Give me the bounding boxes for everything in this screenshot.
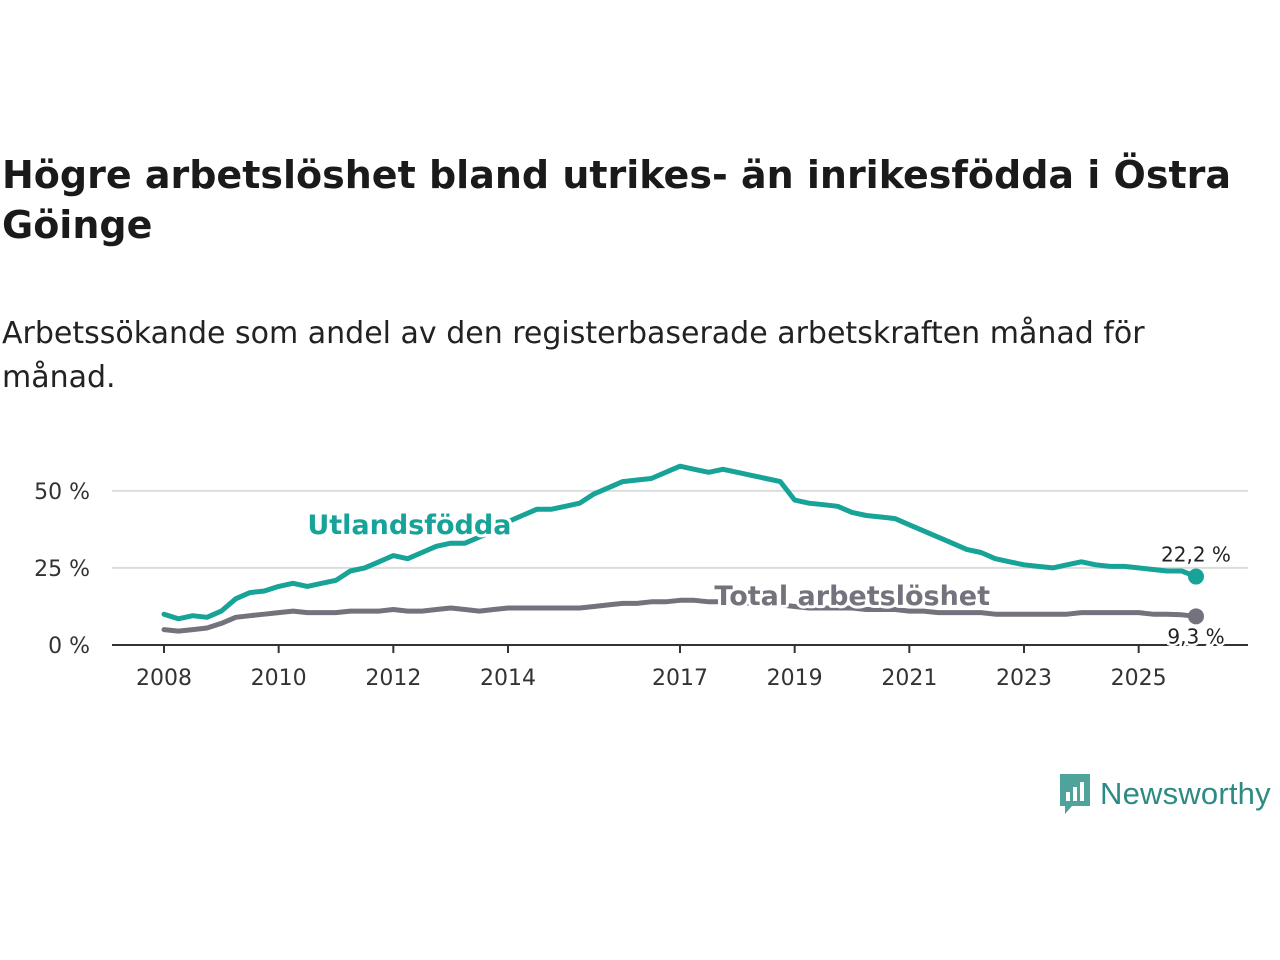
series-label: Total arbetslöshet	[714, 581, 990, 612]
x-tick-label: 2010	[251, 666, 307, 691]
series	[161, 463, 1204, 634]
chart-subtitle: Arbetssökande som andel av den registerb…	[2, 316, 1145, 395]
axes: 0 % 25 % 50 % 2008 2010 2012 2014 2017 2019 2021 2…	[34, 480, 1248, 691]
y-tick-label: 25 %	[34, 557, 90, 582]
chart-title: Högre arbetslöshet bland utrikes- än inr…	[2, 153, 1231, 247]
x-tick-label: 2023	[996, 666, 1052, 691]
x-tick-label: 2025	[1111, 666, 1167, 691]
x-tick-label: 2017	[652, 666, 708, 691]
brand-name: Newsworthy	[1100, 776, 1271, 811]
y-tick-label: 0 %	[48, 634, 90, 659]
x-tick-label: 2012	[365, 666, 421, 691]
series-label: Utlandsfödda	[307, 510, 511, 541]
labels: Utlandsfödda Total arbetslöshet 22,2 % 9,3 …	[304, 507, 1233, 651]
x-tick-label: 2019	[767, 666, 823, 691]
y-tick-label: 50 %	[34, 480, 90, 505]
x-tick-label: 2008	[136, 666, 192, 691]
series-line-utlandsfödda	[161, 463, 1199, 622]
gridlines	[112, 489, 1248, 569]
x-tick-label: 2021	[881, 666, 937, 691]
end-value-label: 9,3 %	[1167, 624, 1224, 648]
series-end-marker	[1188, 568, 1204, 585]
series-line-total-arbetslöshet	[161, 597, 1199, 634]
brand-logo: Newsworthy	[1058, 772, 1271, 816]
end-value-label: 22,2 %	[1161, 543, 1231, 567]
series-end-marker	[1188, 608, 1204, 625]
newsworthy-logo-icon	[1060, 774, 1090, 814]
x-tick-label: 2014	[480, 666, 536, 691]
line-chart: 0 % 25 % 50 % 2008 2010 2012 2014 2017 2019 2021 2…	[34, 463, 1248, 691]
